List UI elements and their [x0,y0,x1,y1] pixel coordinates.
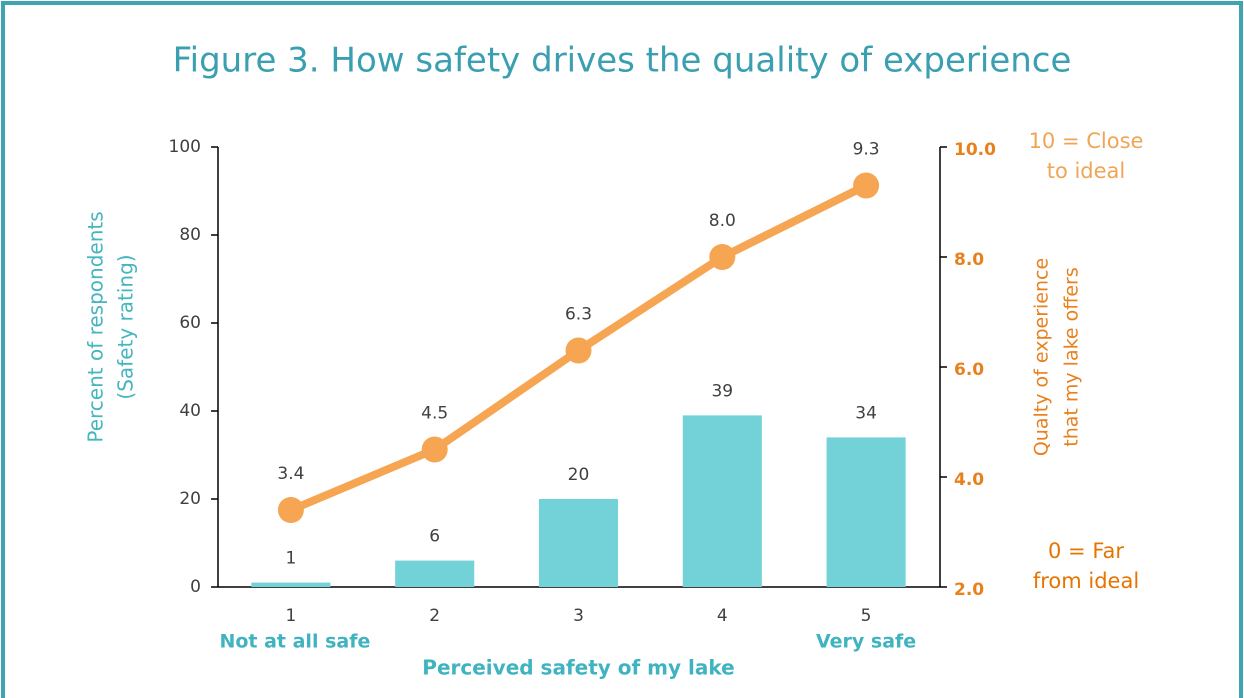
y2-axis-label: that my lake offers [1061,267,1083,447]
bar [826,437,906,587]
bar-value-label: 34 [855,403,877,423]
line-value-label: 8.0 [709,211,736,231]
x-tick-label: 4 [717,606,728,626]
annotation: to ideal [1047,159,1126,183]
bar [538,499,619,587]
y-tick-label: 80 [179,225,201,245]
annotation: 10 = Close [1029,129,1144,153]
line-value-label: 3.4 [277,464,304,484]
y-tick-label: 20 [179,489,201,509]
line-value-label: 9.3 [853,140,880,160]
line-value-label: 4.5 [421,404,448,424]
y2-tick-label: 10.0 [954,140,996,160]
y-tick-label: 0 [190,577,201,597]
line-marker [853,172,880,199]
x-end-label: Not at all safe [219,631,370,653]
y2-tick-label: 2.0 [954,580,984,600]
y-axis-label: Percent of respondents [84,211,108,442]
bar-value-label: 6 [429,527,440,547]
y-axis-label: (Safety rating) [114,254,138,399]
y2-tick-label: 6.0 [954,360,984,380]
x-end-label: Very safe [816,631,916,653]
bar-value-label: 1 [285,549,296,569]
x-tick-label: 5 [861,606,872,626]
x-tick-label: 2 [429,606,440,626]
line-marker [421,436,448,463]
x-axis-label: Perceived safety of my lake [422,656,734,680]
line-marker [709,244,736,270]
bar-value-label: 20 [568,465,590,485]
bar [251,582,331,587]
y-tick-label: 40 [179,401,201,421]
chart-title: Figure 3. How safety drives the quality … [173,41,1072,81]
y2-tick-label: 4.0 [954,470,984,490]
y-tick-label: 100 [169,137,201,157]
x-tick-label: 1 [285,606,296,626]
line-marker [277,497,304,523]
bar-value-label: 39 [711,381,733,401]
x-tick-label: 3 [573,606,584,626]
bar [682,415,762,587]
y-tick-label: 60 [179,313,201,333]
y2-tick-label: 8.0 [954,250,984,270]
annotation: from ideal [1033,569,1139,593]
y2-axis-label: Qualty of experience [1031,258,1053,456]
annotation: 0 = Far [1048,539,1124,563]
line-value-label: 6.3 [565,305,592,325]
bar [395,560,475,587]
line-marker [565,337,592,364]
